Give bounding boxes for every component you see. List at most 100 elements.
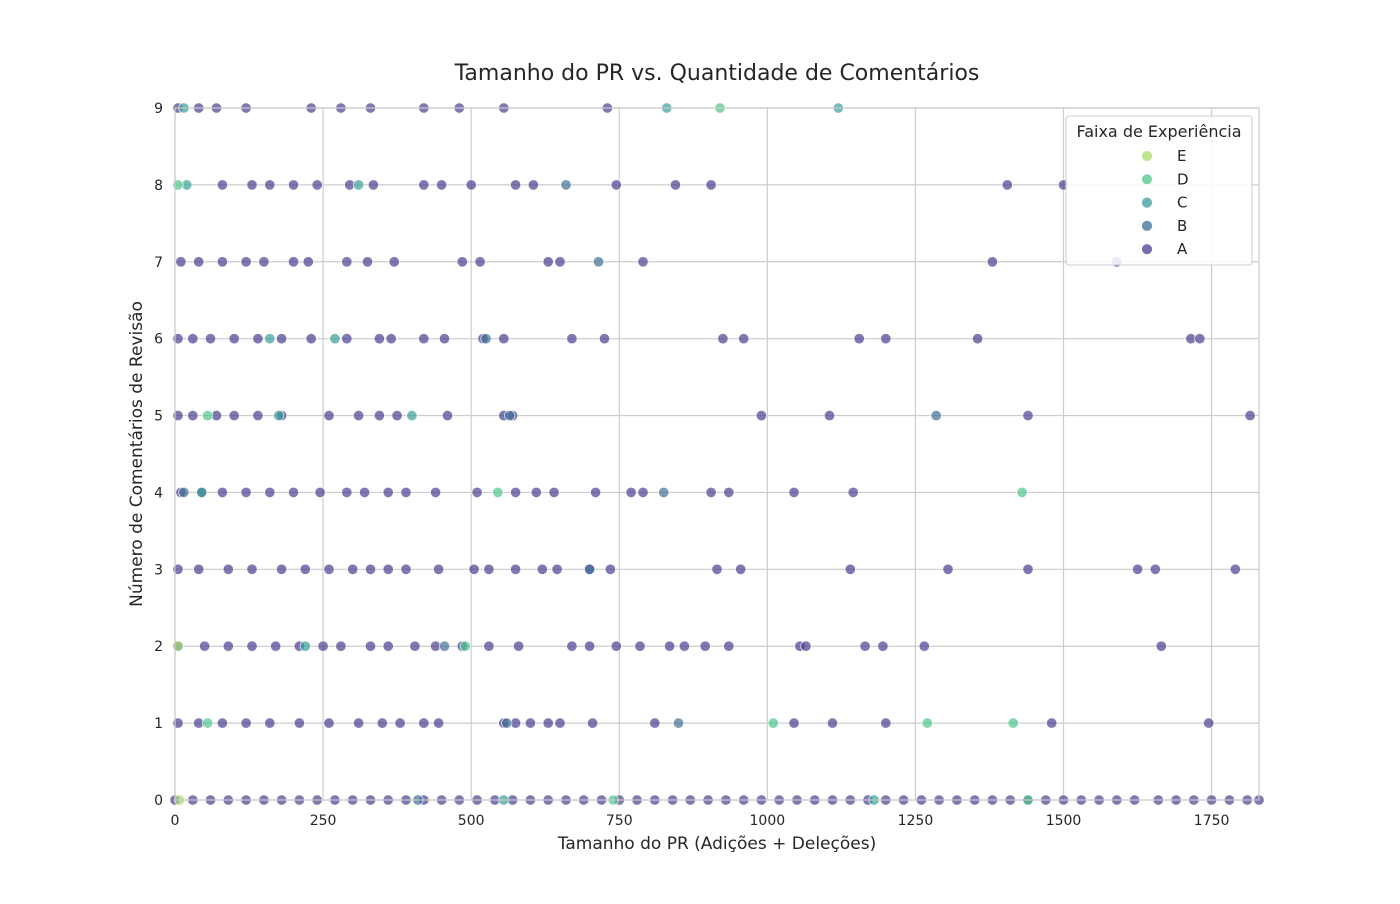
legend-label: E [1177, 147, 1186, 165]
data-point [723, 640, 735, 652]
data-point [921, 717, 933, 729]
data-point [598, 333, 611, 345]
data-point [275, 563, 288, 575]
data-point [352, 409, 365, 422]
data-point [512, 640, 525, 652]
data-point [1132, 563, 1144, 575]
data-point [717, 333, 729, 345]
data-point [483, 640, 495, 652]
data-point [252, 409, 264, 422]
x-axis-ticks: 0 250 500 750 1000 1250 1500 1750 [171, 813, 1230, 829]
data-point [536, 563, 548, 575]
data-point [589, 486, 602, 498]
data-point [352, 179, 365, 191]
data-point [826, 717, 839, 729]
data-point [222, 563, 234, 575]
data-point [1203, 717, 1215, 729]
y-tick-label: 1 [154, 716, 163, 732]
data-point [376, 717, 388, 729]
data-point [942, 563, 954, 575]
data-point [373, 333, 385, 345]
data-point [634, 640, 646, 652]
data-point [1155, 640, 1167, 652]
data-point [187, 333, 199, 345]
legend-label: C [1177, 194, 1187, 212]
data-point [492, 486, 504, 498]
data-point [877, 640, 889, 652]
data-point [202, 717, 214, 729]
data-point [441, 409, 454, 422]
data-point [418, 717, 430, 729]
data-point [1022, 563, 1034, 575]
data-point [240, 717, 252, 729]
data-point [853, 333, 865, 345]
y-tick-label: 0 [154, 793, 163, 809]
data-point [480, 333, 492, 345]
data-point [172, 409, 184, 422]
data-point [311, 179, 323, 191]
data-point [275, 333, 288, 345]
y-tick-label: 4 [154, 485, 163, 501]
data-point [228, 333, 240, 345]
data-point [1149, 563, 1161, 575]
data-point [287, 256, 300, 268]
data-point [551, 563, 563, 575]
data-point [509, 563, 522, 575]
data-point [971, 333, 984, 345]
data-point [930, 409, 942, 422]
data-point [880, 717, 892, 729]
y-axis-label: Número de Comentários de Revisão [127, 301, 147, 607]
x-tick-label: 1750 [1194, 813, 1230, 829]
data-point [293, 717, 305, 729]
data-point [178, 486, 190, 498]
legend-marker [1141, 243, 1153, 256]
data-point [583, 640, 596, 652]
data-point [435, 179, 448, 191]
data-point [273, 409, 285, 422]
data-point [844, 563, 856, 575]
data-point [509, 179, 522, 191]
data-point [432, 717, 445, 729]
data-point [604, 563, 617, 575]
data-point [418, 179, 430, 191]
data-point [548, 486, 560, 498]
data-point [755, 409, 768, 422]
y-tick-label: 6 [154, 332, 163, 348]
data-point [625, 486, 637, 498]
data-point [649, 717, 661, 729]
data-point [246, 563, 258, 575]
data-point [738, 333, 750, 345]
data-point [364, 563, 377, 575]
data-point [610, 179, 622, 191]
data-point [202, 409, 214, 422]
data-point [323, 717, 335, 729]
data-point [705, 179, 717, 191]
x-tick-label: 0 [171, 813, 180, 829]
data-point [172, 717, 184, 729]
data-point [385, 333, 397, 345]
data-point [859, 640, 871, 652]
data-point [329, 333, 341, 345]
data-point [391, 409, 403, 422]
data-point [459, 640, 471, 652]
data-point [509, 486, 522, 498]
data-point [314, 486, 326, 498]
data-point [767, 717, 779, 729]
data-point [498, 333, 510, 345]
data-point [394, 717, 406, 729]
data-point [554, 256, 566, 268]
data-point [246, 640, 258, 652]
data-point [193, 256, 205, 268]
x-tick-label: 250 [310, 813, 337, 829]
data-point [823, 409, 836, 422]
data-point [658, 486, 670, 498]
data-point [382, 486, 394, 498]
data-point [175, 256, 187, 268]
legend-marker [1141, 196, 1153, 209]
data-point [880, 333, 892, 345]
data-point [352, 717, 365, 729]
data-point [1194, 333, 1206, 345]
data-point [1229, 563, 1241, 575]
data-point [361, 256, 374, 268]
